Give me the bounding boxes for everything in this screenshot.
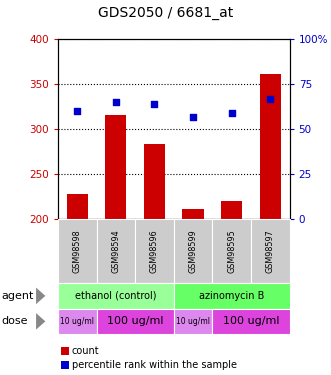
Text: GSM98598: GSM98598: [73, 230, 82, 273]
Text: 10 ug/ml: 10 ug/ml: [60, 317, 94, 326]
Text: GDS2050 / 6681_at: GDS2050 / 6681_at: [98, 6, 233, 20]
Bar: [67, 194, 88, 219]
Text: percentile rank within the sample: percentile rank within the sample: [72, 360, 237, 370]
Point: [268, 96, 273, 102]
Point: [74, 108, 80, 114]
Bar: [221, 201, 242, 219]
Text: dose: dose: [2, 316, 28, 326]
Point: [229, 110, 234, 116]
Text: 10 ug/ml: 10 ug/ml: [176, 317, 210, 326]
Text: count: count: [72, 346, 99, 356]
Point: [190, 114, 196, 120]
Text: 100 ug/ml: 100 ug/ml: [223, 316, 279, 326]
Bar: [182, 209, 204, 219]
Text: GSM98599: GSM98599: [189, 230, 198, 273]
Bar: [105, 115, 126, 219]
Bar: [144, 144, 165, 219]
Point: [152, 101, 157, 107]
Bar: [260, 74, 281, 219]
Text: azinomycin B: azinomycin B: [199, 291, 264, 301]
Text: GSM98594: GSM98594: [111, 230, 120, 273]
Text: 100 ug/ml: 100 ug/ml: [107, 316, 164, 326]
Text: GSM98597: GSM98597: [266, 230, 275, 273]
Text: agent: agent: [2, 291, 34, 301]
Text: ethanol (control): ethanol (control): [75, 291, 157, 301]
Text: GSM98595: GSM98595: [227, 230, 236, 273]
Text: GSM98596: GSM98596: [150, 230, 159, 273]
Point: [113, 99, 118, 105]
